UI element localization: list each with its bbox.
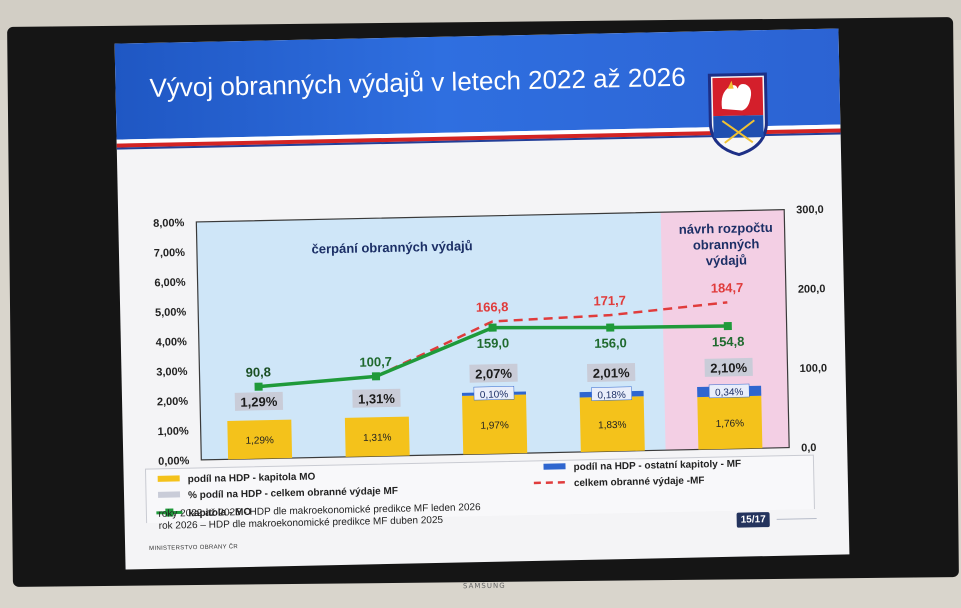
y-tick-label: 3,00% <box>156 366 188 379</box>
history-annotation: čerpání obranných výdajů <box>311 238 472 256</box>
bar-kapitola-mo <box>227 419 293 460</box>
bar-ostatni-kapitoly-label-bg <box>591 386 632 401</box>
legend-swatch <box>157 491 181 498</box>
y-tick-label: 0,00% <box>158 455 190 468</box>
bar-kapitola-mo-label: 1,97% <box>480 420 509 432</box>
y-tick-label: 8,00% <box>153 217 185 230</box>
bar-ostatni-kapitoly-label-bg <box>473 386 515 401</box>
bar-kapitola-mo-label: 1,29% <box>245 435 274 447</box>
bar-kapitola-mo <box>344 416 410 457</box>
bar-kapitola-mo <box>697 395 763 450</box>
line-kapitola-mo-point <box>606 323 615 332</box>
total-share-label-bg <box>704 357 753 377</box>
total-share-label-bg <box>234 391 284 411</box>
y2-tick-label: 200,0 <box>798 283 826 296</box>
line-celkem-obranne-vydaje <box>375 301 728 378</box>
y-tick-label: 6,00% <box>154 277 186 290</box>
total-share-label-bg <box>586 363 636 383</box>
line-kapitola-mo-label: 156,0 <box>594 335 627 351</box>
legend-label: podíl na HDP - ostatní kapitoly - MF <box>573 459 741 474</box>
bar-kapitola-mo <box>579 396 645 452</box>
bar-kapitola-mo-label: 1,31% <box>363 432 392 444</box>
line-celkem-label: 166,8 <box>476 299 509 315</box>
bar-ostatni-kapitoly-label: 0,18% <box>597 390 626 402</box>
proposal-annotation-line: obranných <box>693 236 760 252</box>
proposal-annotation-line: návrh rozpočtu <box>679 220 773 237</box>
total-share-label-bg <box>469 363 518 383</box>
total-share-label: 2,01% <box>593 365 631 381</box>
legend-label: kapitola - MO <box>188 507 251 519</box>
legend-label: celkem obranné výdaje -MF <box>574 475 705 489</box>
coat-of-arms-icon <box>707 72 768 157</box>
legend-swatch-marker <box>165 508 174 517</box>
bar-ostatni-kapitoly-label: 0,34% <box>715 387 744 399</box>
bar-ostatni-kapitoly-label-bg <box>708 383 750 399</box>
slide-title: Vývoj obranných výdajů v letech 2022 až … <box>149 61 686 103</box>
line-kapitola-mo-point <box>371 372 381 381</box>
y2-tick-label: 0,0 <box>801 442 817 454</box>
bar-kapitola-mo-label: 1,83% <box>598 420 627 432</box>
y-tick-label: 1,00% <box>157 425 189 438</box>
line-kapitola-mo-label: 159,0 <box>476 335 509 351</box>
y2-tick-label: 300,0 <box>796 204 824 217</box>
line-kapitola-mo-label: 90,8 <box>245 364 271 380</box>
line-kapitola-mo-point <box>723 321 732 331</box>
y-tick-label: 5,00% <box>155 306 187 319</box>
presentation-slide: Vývoj obranných výdajů v letech 2022 až … <box>114 28 850 570</box>
proposal-annotation-line: výdajů <box>706 252 748 268</box>
legend-swatch <box>533 481 566 485</box>
line-celkem-label: 184,7 <box>711 280 744 296</box>
tv-brand-logo: SAMSUNG <box>462 581 506 591</box>
legend-swatch <box>543 463 566 470</box>
line-kapitola-mo-label: 100,7 <box>359 354 392 370</box>
legend-box <box>144 454 816 524</box>
line-kapitola-mo-label: 154,8 <box>712 334 745 350</box>
line-celkem-label: 171,7 <box>593 293 626 309</box>
bar-ostatni-kapitoly-label: 0,10% <box>480 389 509 401</box>
line-kapitola-mo-point <box>254 382 263 391</box>
page-divider <box>776 518 817 520</box>
total-share-label: 1,31% <box>358 391 396 407</box>
bar-kapitola-mo <box>462 394 528 455</box>
y-tick-label: 7,00% <box>154 247 186 260</box>
y2-tick-label: 100,0 <box>799 362 827 375</box>
total-share-label: 2,10% <box>710 360 748 376</box>
ministry-footer: MINISTERSTVO OBRANY ČR <box>149 544 239 553</box>
defense-spending-chart: 0,00% 1,00% 2,00% 3,00% 4,00% 5,00% 6,00% 7,00%… <box>144 204 827 524</box>
total-share-label-bg <box>352 388 401 408</box>
total-share-label: 2,07% <box>475 366 513 382</box>
legend-label: podíl na HDP - kapitola MO <box>188 472 316 486</box>
legend-swatch <box>157 475 180 482</box>
y-tick-label: 2,00% <box>157 396 189 409</box>
line-kapitola-mo-point <box>488 323 497 332</box>
bar-kapitola-mo-label: 1,76% <box>716 418 745 430</box>
page-number-badge: 15/17 <box>736 512 770 528</box>
legend-label: % podíl na HDP - celkem obranné výdaje M… <box>188 486 398 501</box>
total-share-label: 1,29% <box>240 394 278 410</box>
y-tick-label: 4,00% <box>156 336 188 349</box>
